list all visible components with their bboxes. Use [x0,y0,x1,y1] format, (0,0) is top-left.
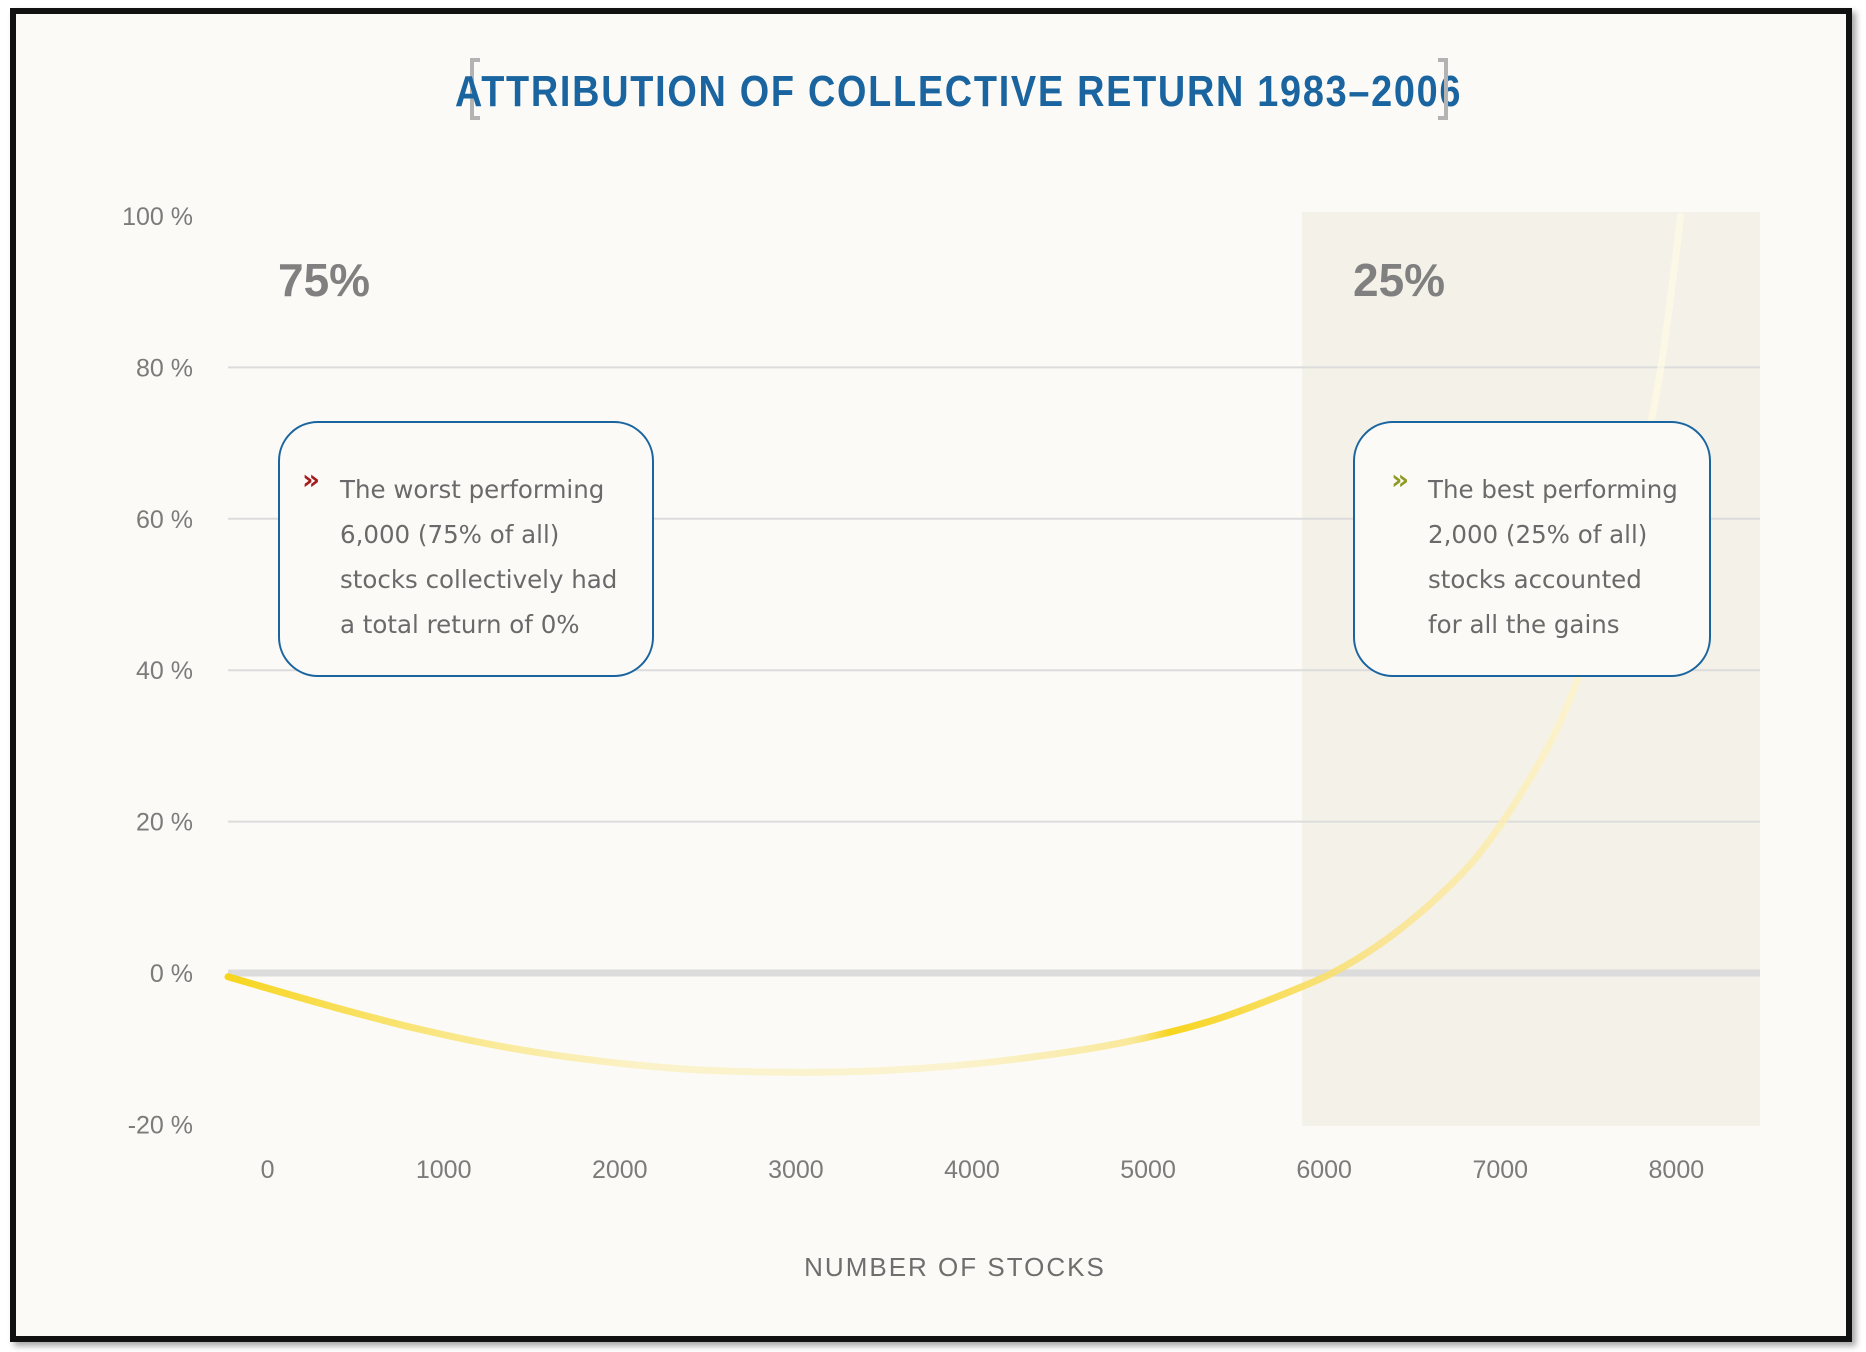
callout-best-line: 2,000 (25% of all) [1428,520,1648,549]
x-tick-label: 3000 [768,1156,824,1184]
x-tick-label: 0 [261,1156,275,1184]
chevron-right-icon: » [302,463,321,496]
y-tick-label: 0 % [150,960,193,988]
y-tick-label: -20 % [128,1111,193,1139]
callout-worst-line: stocks collectively had [340,565,618,594]
callout-worst-line: 6,000 (75% of all) [340,520,560,549]
region-label-best: 25% [1353,254,1445,306]
series-line-collective-return [224,212,1685,1076]
chart-title-block: ATTRIBUTION OF COLLECTIVE RETURN 1983–20… [455,58,1461,126]
x-tick-label: 2000 [592,1156,648,1184]
y-tick-label: 40 % [136,657,193,685]
callout-best-line: The best performing [1428,475,1678,504]
callout-worst-line: a total return of 0% [340,610,580,639]
callout-best-line: for all the gains [1428,610,1620,639]
x-tick-label: 5000 [1120,1156,1176,1184]
title-bracket-left [470,58,480,120]
callout-best: » The best performing 2,000 (25% of all)… [1353,421,1711,677]
x-tick-label: 4000 [944,1156,1000,1184]
x-tick-label: 1000 [416,1156,472,1184]
title-bracket-right [1438,58,1448,120]
y-tick-label: 60 % [136,506,193,534]
x-tick-label: 8000 [1649,1156,1705,1184]
x-axis-label: NUMBER OF STOCKS [804,1252,1106,1282]
chevron-right-icon: » [1391,463,1410,496]
y-tick-label: 20 % [136,809,193,837]
callout-worst: » The worst performing 6,000 (75% of all… [278,421,654,677]
callout-worst-line: The worst performing [340,475,605,504]
chart-title: ATTRIBUTION OF COLLECTIVE RETURN 1983–20… [455,67,1463,116]
x-tick-label: 6000 [1296,1156,1352,1184]
y-tick-label: 100 % [122,203,193,231]
y-tick-label: 80 % [136,354,193,382]
x-tick-label: 7000 [1472,1156,1528,1184]
region-label-worst: 75% [278,254,370,306]
callout-best-line: stocks accounted [1428,565,1642,594]
